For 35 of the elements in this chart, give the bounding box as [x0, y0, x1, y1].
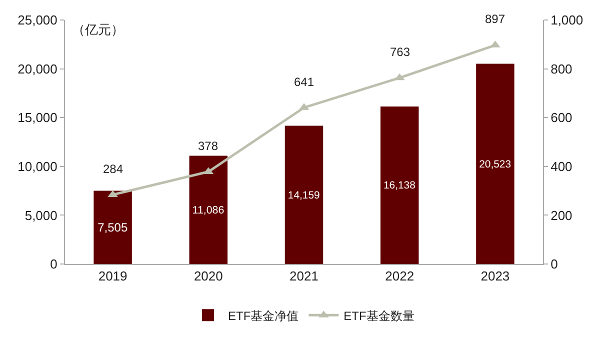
data-label: 284	[103, 162, 124, 176]
y2-tick-label: 600	[550, 110, 572, 126]
y-tick-label: 0	[50, 256, 58, 272]
legend-label: ETF基金净值	[228, 308, 299, 323]
y2-tick-label: 800	[550, 61, 572, 76]
y-tick-label: 5,000	[24, 208, 58, 223]
y2-tick-label: 1,000	[550, 12, 584, 28]
y-tick-label: 15,000	[18, 110, 58, 126]
data-label: 7,505	[98, 220, 128, 234]
y2-tick-label: 0	[550, 256, 558, 272]
y-tick-label: 20,000	[18, 61, 58, 76]
data-label: 14,159	[288, 190, 320, 202]
y2-tick-label: 400	[550, 158, 572, 174]
x-tick-label: 2023	[480, 268, 510, 284]
x-tick-label: 2022	[385, 268, 414, 284]
y-tick-label: 10,000	[18, 158, 58, 174]
data-label: 641	[294, 75, 314, 89]
bar	[284, 126, 324, 264]
y-axis-title: （亿元）	[72, 22, 124, 37]
bar	[189, 156, 228, 264]
bar	[380, 106, 419, 264]
y-tick-label: 25,000	[18, 12, 58, 28]
data-label: 11,086	[192, 204, 224, 216]
x-tick-label: 2021	[290, 268, 318, 284]
y2-tick-label: 200	[550, 208, 572, 223]
bar	[94, 190, 132, 264]
data-label: 20,523	[479, 159, 512, 170]
data-label: 378	[198, 139, 218, 153]
legend-label: ETF基金数量	[344, 308, 414, 323]
x-tick-label: 2020	[194, 268, 223, 284]
x-tick-label: 2019	[98, 268, 128, 284]
data-label: 16,138	[383, 180, 416, 192]
bar	[476, 64, 514, 264]
data-label: 763	[390, 45, 410, 59]
data-label: 897	[485, 12, 506, 26]
